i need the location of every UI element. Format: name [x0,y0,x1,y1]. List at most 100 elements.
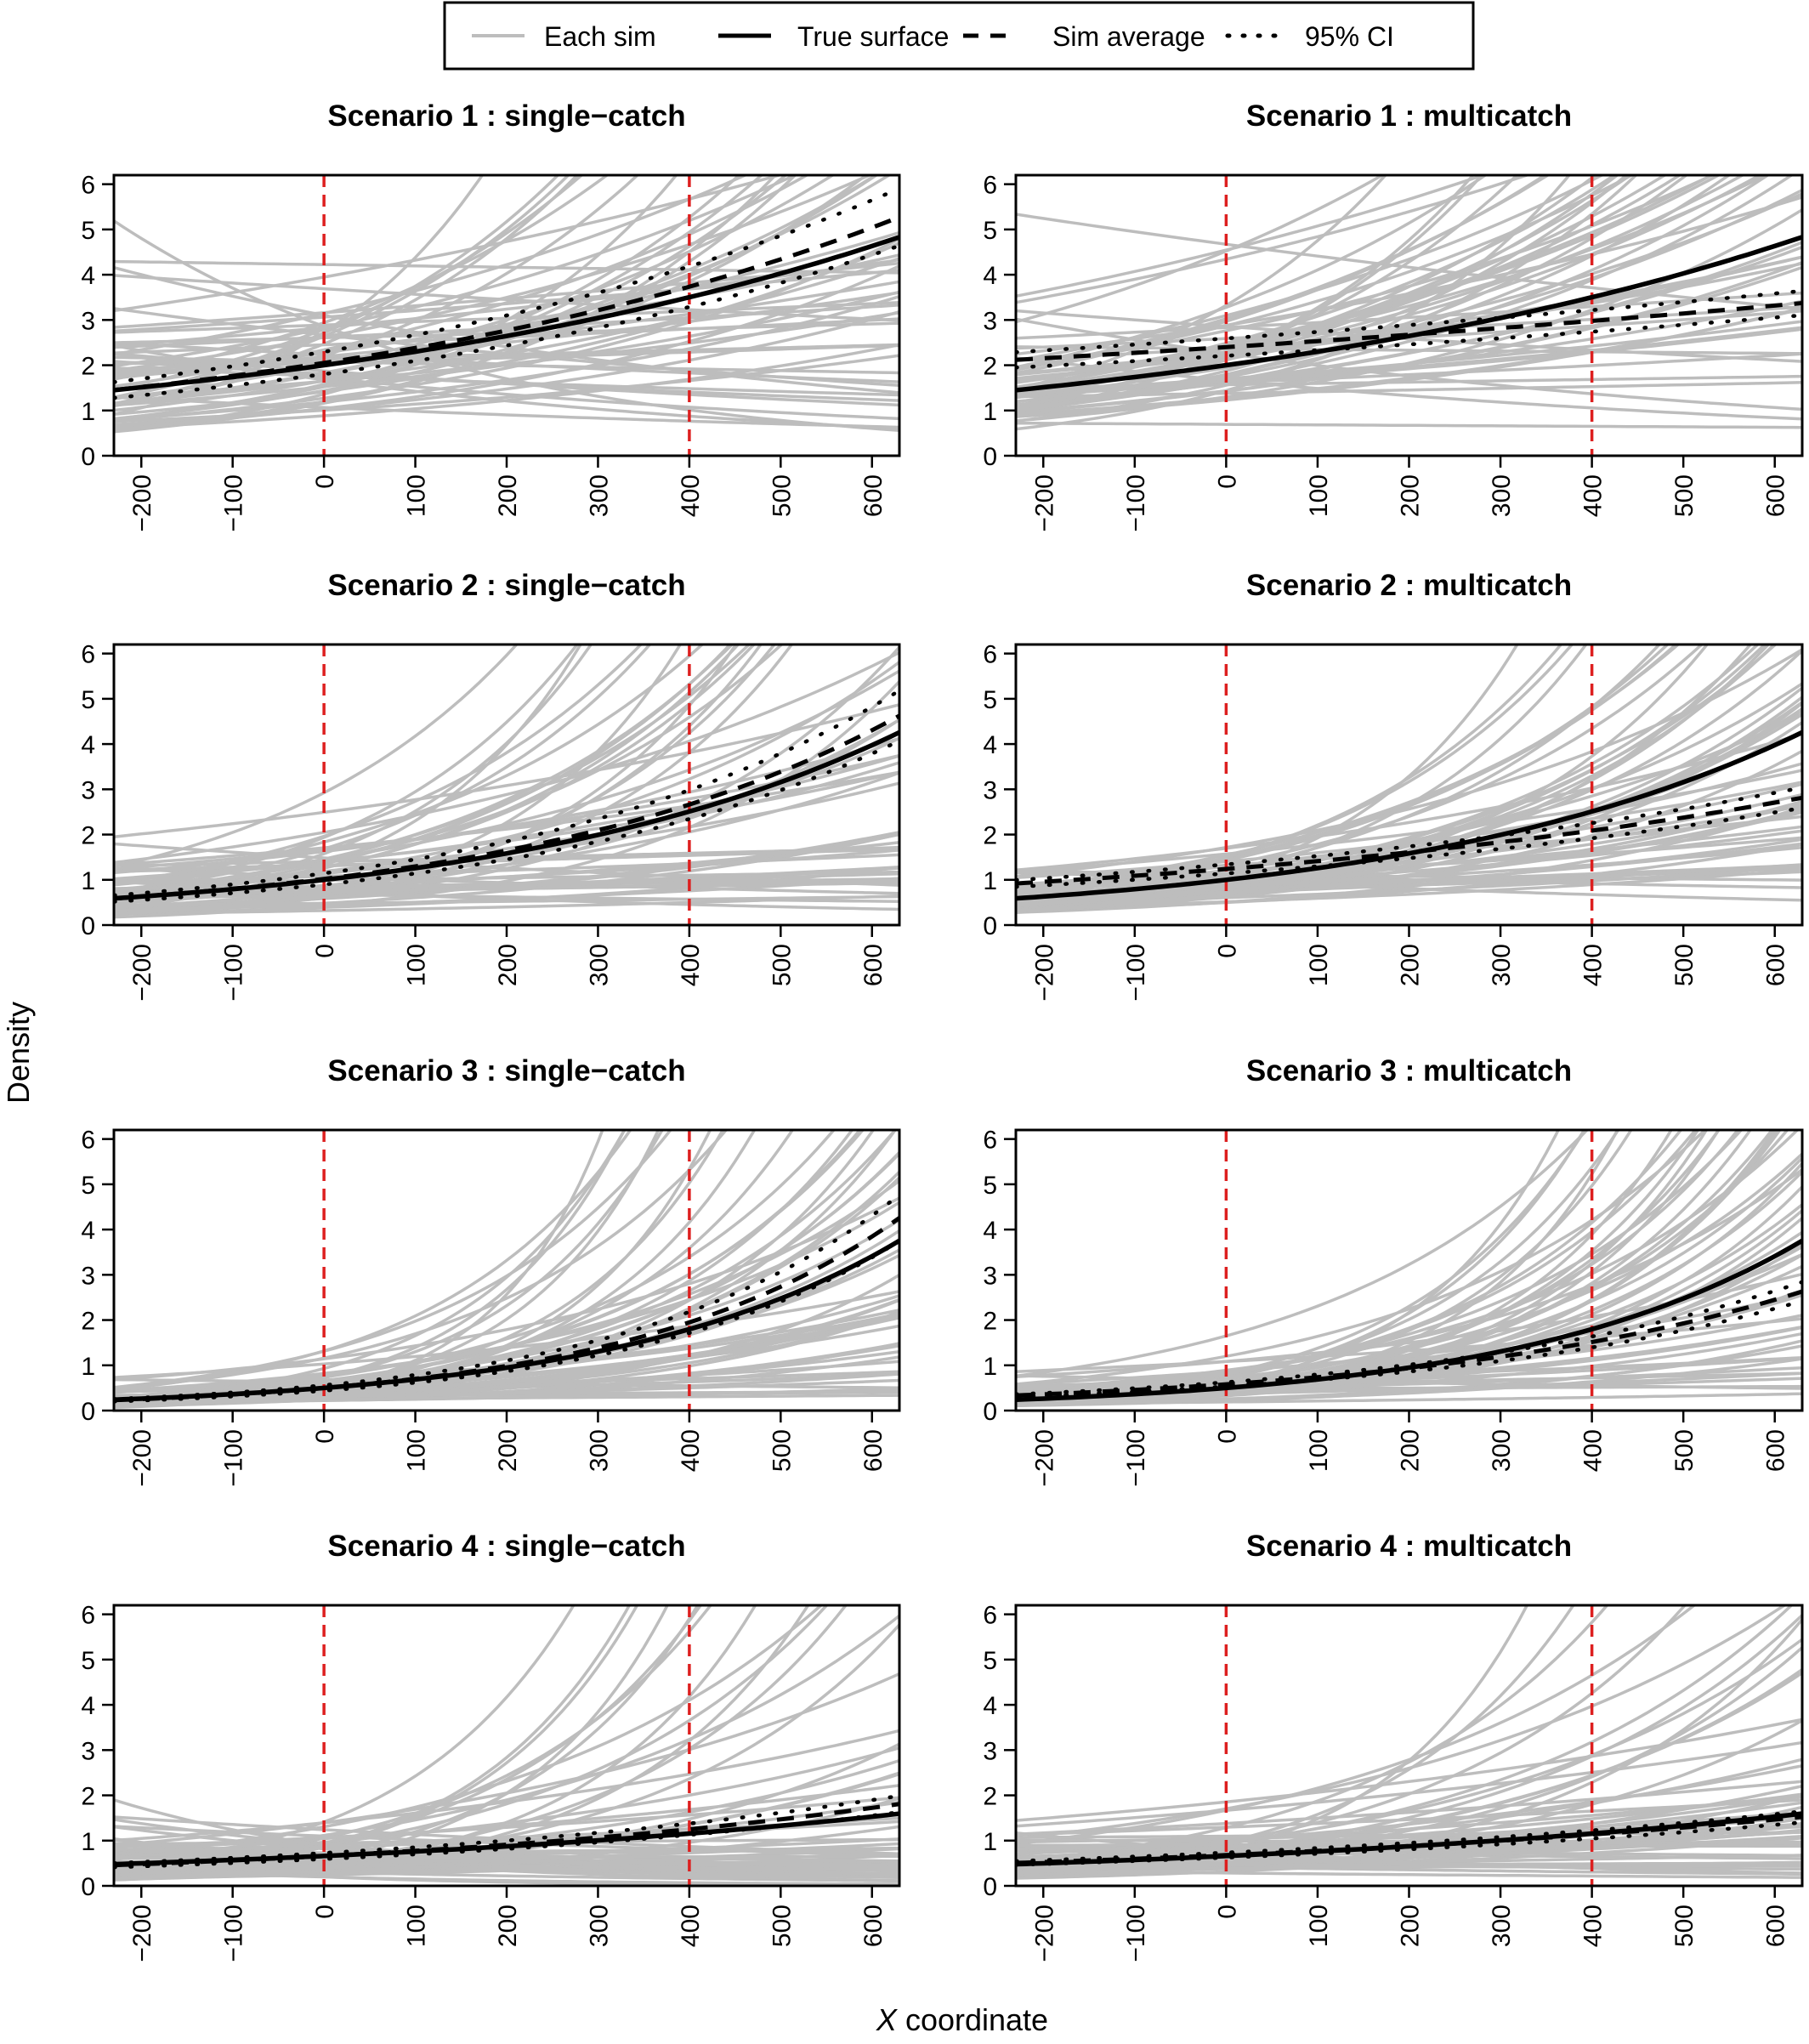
y-tick-label: 6 [81,641,95,669]
x-tick-label: 600 [859,1905,887,1947]
sim-line [1016,175,1489,298]
ci-lower [1016,806,1802,889]
x-tick-label: 500 [768,1905,796,1947]
x-tick-label: 300 [1488,474,1516,517]
y-tick-label: 4 [81,731,95,759]
true-surface-line [114,1238,899,1403]
y-tick-label: 1 [81,1828,95,1856]
y-axis-label: Density [1,1002,36,1104]
y-tick-label: 2 [983,1783,997,1811]
sim-line [114,644,644,885]
sim-line [114,241,899,417]
x-tick-label: 100 [403,474,431,517]
sim-line [1016,1605,1794,1867]
x-tick-label: 400 [1579,474,1608,517]
x-tick-label: 600 [1762,474,1790,517]
sim-line [114,395,899,429]
sim-line [114,1862,899,1871]
panel-title: Scenario 3 : single−catch [327,1054,685,1087]
plot-area [1016,1130,1802,1411]
sim-line [114,1784,899,1852]
sim-line [114,1605,824,1857]
ci-upper [1016,786,1802,883]
x-tick-label: 0 [1213,1429,1241,1444]
sim-line [114,175,798,368]
ci-lower [1016,313,1802,370]
panel-8: Scenario 4 : multicatch 0 1 2 3 4 5 6 −200 −100 0 1… [983,1530,1804,1962]
x-tick-label: 400 [677,1905,705,1947]
y-tick-label: 0 [983,443,997,471]
x-tick-label: 300 [585,474,613,517]
y-tick-label: 2 [983,353,997,381]
y-tick-label: 2 [983,1308,997,1336]
sim-lines [1016,175,1802,431]
true-surface-line [114,235,899,393]
sim-line [1016,1605,1687,1869]
x-tick-label: 500 [1670,1905,1698,1947]
x-tick-label: 0 [1213,474,1241,489]
sim-line [114,848,899,872]
x-tick-label: 200 [1397,1429,1425,1472]
sim-average-line [1016,795,1802,886]
sim-line [1016,1618,1802,1880]
sim-line [114,1130,627,1401]
sim-line [1016,1374,1802,1390]
x-tick-label: 100 [1305,474,1333,517]
sim-line [1016,175,1572,431]
true-surface-line [1016,1811,1802,1867]
panel-5: Scenario 3 : single−catch 0 1 2 3 4 5 6 −200 −100… [81,1054,901,1487]
y-tick-label: 0 [983,912,997,940]
x-tick-label: 200 [494,944,522,986]
y-tick-label: 3 [983,307,997,335]
panels: Scenario 1 : single−catch 0 1 2 3 4 5 6 −200 −100… [81,99,1804,1962]
sim-line [1016,175,1722,384]
y-tick-label: 0 [81,1398,95,1426]
y-tick-label: 3 [81,307,95,335]
y-tick-label: 1 [983,1828,997,1856]
y-tick-label: 6 [983,172,997,200]
sim-line [114,291,899,379]
x-tick-label: 0 [311,474,339,489]
sim-line [1016,175,1716,370]
plot-area [1016,175,1802,456]
sim-line [114,644,705,885]
x-tick-label: 300 [1488,944,1516,986]
panel-6: Scenario 3 : multicatch 0 1 2 3 4 5 6 −200 −100 0 1… [983,1054,1804,1487]
x-tick-label: 400 [1579,1429,1608,1472]
x-tick-label: 400 [1579,944,1608,986]
y-tick-label: 6 [81,172,95,200]
sim-line [1016,1130,1619,1407]
sim-line [1016,1821,1802,1868]
sim-line [1016,213,1802,310]
sim-line [114,1179,899,1394]
x-tick-label: 0 [311,1429,339,1444]
panel-title: Scenario 4 : single−catch [327,1530,685,1563]
legend-label-0: Each sim [544,21,656,52]
sim-line [1016,1764,1802,1856]
y-tick-label: 3 [81,1737,95,1765]
sim-line [1016,1792,1802,1859]
sim-line [114,1130,632,1392]
sim-line [114,1605,703,1873]
x-tick-label: 400 [677,944,705,986]
x-axis-label-italic: X [876,2002,899,2037]
x-tick-label: 600 [1762,1429,1790,1472]
y-tick-label: 6 [983,1602,997,1630]
true-surface-line [1016,235,1802,393]
sim-line [114,1130,862,1400]
sim-line [114,175,797,431]
sim-line [1016,1835,1802,1871]
sim-line [114,1815,899,1856]
sim-line [1016,644,1767,906]
sim-line [114,1297,899,1405]
sim-line [114,1746,899,1859]
panel-title: Scenario 2 : multicatch [1246,569,1572,602]
true-surface-line [1016,730,1802,901]
sim-line [114,266,899,395]
sim-lines [1016,1130,1802,1408]
plot-area [114,644,899,925]
ci-upper [1016,1809,1802,1864]
panel-1: Scenario 1 : single−catch 0 1 2 3 4 5 6 −200 −100… [81,99,901,532]
x-tick-label: −200 [1030,944,1058,1002]
y-tick-label: 5 [81,1172,95,1200]
